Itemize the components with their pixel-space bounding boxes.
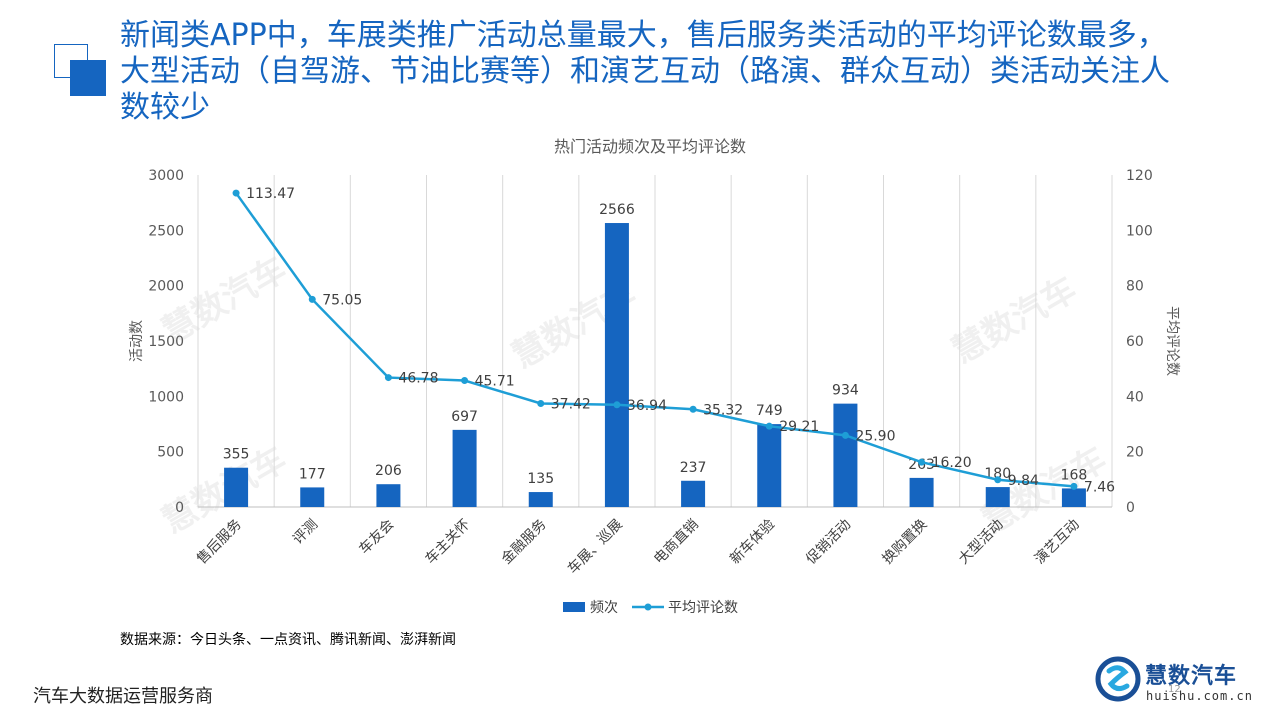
bar (1061, 488, 1086, 507)
x-tick-label: 车展、巡展 (564, 516, 626, 578)
legend-line-marker (644, 603, 652, 611)
line-data-label: 29.21 (779, 419, 819, 435)
line-data-label: 25.90 (855, 428, 895, 444)
y-tick-label: 1000 (148, 389, 184, 405)
y2-tick-label: 80 (1126, 279, 1144, 295)
bar (833, 403, 858, 507)
y-tick-label: 1500 (148, 334, 184, 350)
bar (224, 467, 249, 507)
line-data-label: 46.78 (398, 371, 438, 387)
bar (452, 429, 477, 507)
legend-line-label: 平均评论数 (668, 600, 738, 616)
line-point (841, 431, 849, 439)
y2-tick-label: 0 (1126, 500, 1135, 516)
bar (528, 492, 553, 507)
brand-name: 慧数汽车 (1145, 664, 1238, 689)
bar-data-label: 135 (527, 471, 554, 487)
line-point (461, 377, 469, 385)
legend-bar-label: 频次 (590, 600, 618, 616)
line-point (613, 401, 621, 409)
bar (909, 477, 934, 507)
line-point (308, 295, 316, 303)
line-point (232, 189, 240, 197)
line-data-label: 7.46 (1084, 479, 1115, 495)
x-tick-label: 车主关怀 (422, 516, 474, 568)
bar (757, 424, 782, 507)
x-tick-label: 新车体验 (726, 516, 778, 568)
bar-data-label: 237 (680, 460, 707, 476)
y-tick-label: 500 (157, 445, 184, 461)
y2-axis-label: 平均评论数 (1164, 306, 1180, 376)
line-point (537, 399, 545, 407)
data-source: 数据来源：今日头条、一点资讯、腾讯新闻、澎湃新闻 (120, 632, 456, 648)
y2-tick-label: 40 (1126, 389, 1144, 405)
bar-data-label: 2566 (599, 202, 635, 218)
y-axis-label: 活动数 (129, 320, 145, 362)
brand-logo-icon (1095, 656, 1141, 702)
chart-title: 热门活动频次及平均评论数 (554, 137, 746, 156)
line-data-label: 36.94 (627, 398, 667, 414)
bar (604, 223, 629, 507)
line-data-label: 37.42 (551, 396, 591, 412)
bar-data-label: 168 (1061, 467, 1088, 483)
y-tick-label: 3000 (148, 168, 184, 184)
bar (376, 484, 401, 507)
x-tick-label: 大型活动 (956, 517, 1007, 568)
bar-data-label: 355 (223, 447, 250, 463)
line-data-label: 75.05 (322, 292, 362, 308)
y2-tick-label: 20 (1126, 445, 1144, 461)
y-tick-label: 2000 (148, 279, 184, 295)
x-tick-label: 车友会 (356, 516, 398, 558)
line-data-label: 16.20 (932, 455, 972, 471)
y-tick-label: 2500 (148, 223, 184, 239)
brand-url: huishu.com.cn (1146, 689, 1253, 703)
bar (681, 480, 706, 507)
line-point (765, 422, 773, 430)
bar-data-label: 697 (451, 409, 478, 425)
line-data-label: 113.47 (246, 186, 295, 202)
title-decoration-fill (70, 60, 106, 96)
page-number: 12 (1168, 684, 1181, 695)
bar (985, 487, 1010, 507)
x-tick-label: 评测 (290, 517, 321, 548)
x-tick-label: 金融服务 (499, 517, 550, 568)
line-data-label: 35.32 (703, 402, 743, 418)
y2-tick-label: 100 (1126, 223, 1153, 239)
y2-tick-label: 120 (1126, 168, 1153, 184)
x-tick-label: 演艺互动 (1032, 517, 1083, 568)
bar-data-label: 177 (299, 466, 326, 482)
line-series (235, 192, 1075, 488)
bar-data-label: 749 (756, 403, 783, 419)
x-tick-label: 电商直销 (650, 516, 702, 568)
line-point (689, 405, 697, 413)
line-data-label: 9.84 (1008, 473, 1039, 489)
line-point (918, 458, 926, 466)
line-data-label: 45.71 (475, 374, 515, 390)
watermark: 慧数汽车 (946, 269, 1084, 372)
page-headline: 新闻类APP中，车展类推广活动总量最大，售后服务类活动的平均评论数最多，大型活动… (120, 18, 1170, 125)
bar-data-label: 934 (832, 383, 859, 399)
footer-tagline: 汽车大数据运营服务商 (33, 686, 213, 707)
line-point (1070, 482, 1078, 490)
brand-logo-block: 慧数汽车 huishu.com.cn (1095, 656, 1265, 712)
y-tick-label: 0 (175, 500, 184, 516)
line-point (994, 476, 1002, 484)
x-tick-label: 促销活动 (803, 517, 854, 568)
bar (300, 487, 325, 507)
line-point (384, 374, 392, 382)
y2-tick-label: 60 (1126, 334, 1144, 350)
legend-bar-swatch (563, 602, 585, 612)
x-tick-label: 换购置换 (879, 516, 931, 568)
bar-data-label: 206 (375, 463, 402, 479)
